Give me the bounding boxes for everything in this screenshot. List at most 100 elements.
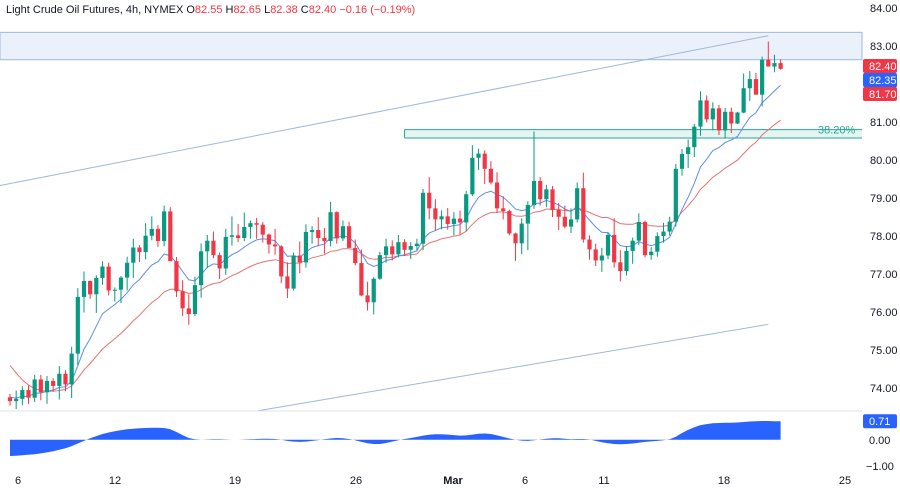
high-label: H [225, 4, 234, 16]
candle-body [57, 373, 62, 386]
candle-body [149, 228, 154, 236]
candle-body [667, 221, 672, 232]
candle-body [291, 255, 296, 289]
candle-body [285, 276, 290, 289]
channel-lower-line [256, 323, 769, 412]
price-tag-ma_slow [863, 87, 897, 101]
price-tick-label: 75.00 [870, 345, 898, 357]
candle-body [741, 88, 746, 113]
candle-body [519, 223, 524, 244]
candle-body [143, 235, 148, 253]
price-tick-label: 74.00 [870, 383, 898, 395]
candle-body [131, 247, 136, 263]
candle-body [186, 308, 191, 315]
price-tag-label: 82.40 [869, 61, 897, 73]
candle-body [476, 153, 481, 158]
time-tick-label: 25 [839, 475, 851, 487]
time-tick-label: 26 [350, 475, 362, 487]
price-tick-label: 84.00 [870, 3, 898, 15]
candle-body [710, 108, 715, 120]
open-value: 82.55 [194, 4, 223, 16]
candle-body [679, 153, 685, 169]
candle-body [180, 291, 185, 309]
symbol-title: Light Crude Oil Futures, 4h, NYMEX [6, 4, 184, 16]
candle-body [778, 63, 783, 69]
candle-body [334, 212, 339, 239]
candle-body [501, 208, 506, 212]
candle-body [260, 224, 265, 235]
indicator-tick-label: −1.00 [866, 461, 894, 473]
time-tick-label: 12 [109, 475, 121, 487]
candle-body [636, 222, 641, 241]
candle-body [211, 240, 216, 256]
price-tick-label: 77.00 [870, 269, 898, 281]
candle-body [396, 242, 401, 255]
candle-body [365, 295, 370, 303]
high-value: 82.65 [233, 4, 261, 16]
indicator-last-label: 0.71 [869, 416, 890, 428]
price-tag-label: 82.35 [869, 75, 897, 87]
candle-body [353, 247, 358, 264]
candle-body [735, 112, 740, 124]
resistance-zone [0, 31, 863, 61]
candle-body [94, 277, 99, 295]
candle-body [451, 218, 456, 224]
candle-body [309, 230, 315, 232]
candle-body [217, 255, 222, 269]
candle-body [266, 234, 272, 245]
candle-body [279, 246, 284, 277]
time-tick-label: Mar [443, 475, 463, 487]
candle-body [106, 266, 111, 291]
candle-body [44, 380, 50, 393]
candle-body [544, 189, 549, 200]
price-tick-label: 76.00 [870, 307, 898, 319]
candle-body [420, 192, 426, 244]
candle-body [137, 247, 142, 253]
candle-body [174, 261, 179, 292]
candle-body [38, 379, 43, 393]
candle-body [723, 111, 728, 131]
candle-body [760, 59, 765, 95]
price-tag-last [863, 59, 897, 73]
candle-body [402, 242, 407, 250]
candle-body [88, 280, 93, 295]
candle-body [100, 266, 105, 278]
candle-body [414, 243, 419, 246]
close-value: 82.40 [308, 4, 337, 16]
time-tick-label: 19 [229, 475, 241, 487]
candle-body [575, 188, 580, 220]
candle-body [26, 390, 31, 398]
close-label: C [300, 4, 309, 16]
candle-body [686, 147, 691, 154]
candle-body [470, 157, 475, 195]
candle-body [747, 79, 752, 89]
candle-body [242, 226, 247, 239]
candle-body [642, 222, 648, 256]
indicator-last-tag [863, 414, 897, 429]
candle-body [205, 240, 210, 252]
fib-label: 38.20% [818, 125, 856, 137]
candle-body [692, 126, 697, 148]
candle-body [340, 226, 346, 239]
indicator-tick-label: 0.00 [869, 435, 890, 447]
low-value: 82.38 [270, 4, 298, 16]
candle-body [346, 226, 352, 248]
candle-body [550, 189, 555, 210]
candle-body [531, 180, 537, 205]
candle-body [445, 216, 450, 224]
candle-body [51, 380, 56, 386]
candle-body [538, 180, 543, 200]
price-tick-label: 83.00 [870, 41, 898, 53]
candle-body [581, 188, 586, 240]
time-tick-label: 6 [522, 475, 528, 487]
candle-body [236, 235, 241, 239]
change-value: −0.16 (−0.19%) [339, 4, 416, 16]
candle-body [7, 397, 13, 402]
candle-body [729, 111, 734, 124]
candle-body [371, 278, 376, 303]
candle-body [162, 211, 167, 242]
price-tick-label: 81.00 [870, 117, 898, 129]
candle-body [223, 236, 228, 269]
